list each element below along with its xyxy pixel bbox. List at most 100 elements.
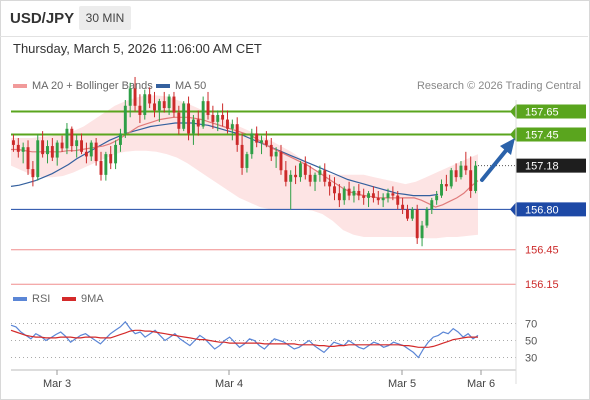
candle <box>84 142 88 164</box>
candle <box>308 165 312 187</box>
candle <box>89 140 93 162</box>
candle <box>191 114 195 145</box>
candle <box>221 103 225 127</box>
support-label: 156.15 <box>525 279 559 291</box>
candle-body <box>298 163 302 178</box>
candle <box>469 156 473 198</box>
candle <box>216 110 220 132</box>
candle-body <box>396 195 400 205</box>
candle-body <box>211 114 215 122</box>
candle-body <box>371 193 375 198</box>
candle <box>298 161 302 182</box>
candle-body <box>328 181 332 187</box>
candle-body <box>84 151 88 157</box>
legend-rsi-ma: 9MA <box>62 293 104 305</box>
candle <box>255 126 259 148</box>
candle-body <box>226 119 229 129</box>
bollinger-band <box>11 95 478 239</box>
pivot-tag <box>510 202 586 217</box>
candle-body <box>274 151 278 157</box>
candle <box>269 138 273 162</box>
candle <box>328 174 332 196</box>
candle <box>104 151 108 181</box>
candle-body <box>269 144 273 157</box>
candle <box>21 142 25 164</box>
candle-body <box>80 140 83 152</box>
support-label: 156.45 <box>525 245 559 257</box>
candle <box>31 161 35 187</box>
symbol-title: USD/JPY <box>10 10 75 27</box>
candle <box>260 135 263 155</box>
candle-body <box>318 170 322 175</box>
candle <box>75 134 79 158</box>
candle <box>187 96 191 141</box>
candle-body <box>415 209 419 239</box>
candle-body <box>138 105 142 115</box>
candle <box>226 110 229 134</box>
candle <box>206 91 210 120</box>
candle-body <box>187 103 191 134</box>
candle <box>381 193 385 208</box>
candle-body <box>172 96 176 113</box>
candle <box>396 190 400 210</box>
candle <box>264 131 268 148</box>
candle-body <box>123 105 127 134</box>
candle <box>435 190 439 205</box>
candle <box>376 190 380 205</box>
ma50-swatch <box>156 84 170 89</box>
candle-body <box>401 204 405 210</box>
legend-ma20: MA 20 + Bollinger Bands <box>13 80 153 92</box>
rsi-ma-swatch <box>62 297 76 302</box>
forecast-arrow-shaft <box>480 146 510 182</box>
candle-body <box>104 154 108 175</box>
candle <box>464 151 468 175</box>
candle-body <box>75 140 79 147</box>
candle <box>153 91 156 118</box>
candle <box>11 134 15 152</box>
timeframe-button[interactable]: 30 MIN <box>79 6 131 30</box>
candle-body <box>381 197 385 201</box>
candle-body <box>303 163 307 175</box>
candle-body <box>128 88 132 106</box>
candle-body <box>162 101 166 109</box>
candle <box>143 89 147 120</box>
forecast-arrow-head <box>500 138 515 155</box>
candle-body <box>157 101 161 111</box>
candle <box>274 147 278 168</box>
candle <box>337 184 341 208</box>
rsi-swatch <box>13 297 27 302</box>
candle-body <box>459 165 463 178</box>
research-credit: Research © 2026 Trading Central <box>416 80 581 92</box>
chart-header: USD/JPY 30 MIN <box>0 0 588 36</box>
candle-body <box>264 140 268 145</box>
candle <box>80 133 83 155</box>
ma20-line <box>11 116 479 208</box>
ma50-legend-label: MA 50 <box>175 80 207 92</box>
candle-body <box>245 154 249 168</box>
candle-body <box>469 170 473 191</box>
candle-body <box>279 151 283 171</box>
candle <box>201 96 205 129</box>
resistance-label: 157.65 <box>525 107 559 119</box>
candle <box>454 163 458 182</box>
candle-body <box>347 188 351 196</box>
candle <box>303 156 307 180</box>
candle-body <box>221 114 225 120</box>
candle-body <box>31 169 35 178</box>
candle <box>16 138 20 158</box>
candle-body <box>362 195 366 198</box>
candle <box>65 123 69 155</box>
candle-body <box>284 170 288 182</box>
candle-body <box>410 209 414 219</box>
price-level-support: 156.15 <box>11 279 559 291</box>
candle <box>342 186 346 205</box>
candle <box>196 110 200 136</box>
candle <box>449 167 453 189</box>
candle-body <box>16 144 20 152</box>
candle <box>41 131 45 158</box>
candle-body <box>177 112 181 129</box>
price-level-current: 157.18 <box>478 158 586 173</box>
candle <box>430 197 434 214</box>
candle-body <box>376 197 380 201</box>
candle <box>55 140 59 166</box>
